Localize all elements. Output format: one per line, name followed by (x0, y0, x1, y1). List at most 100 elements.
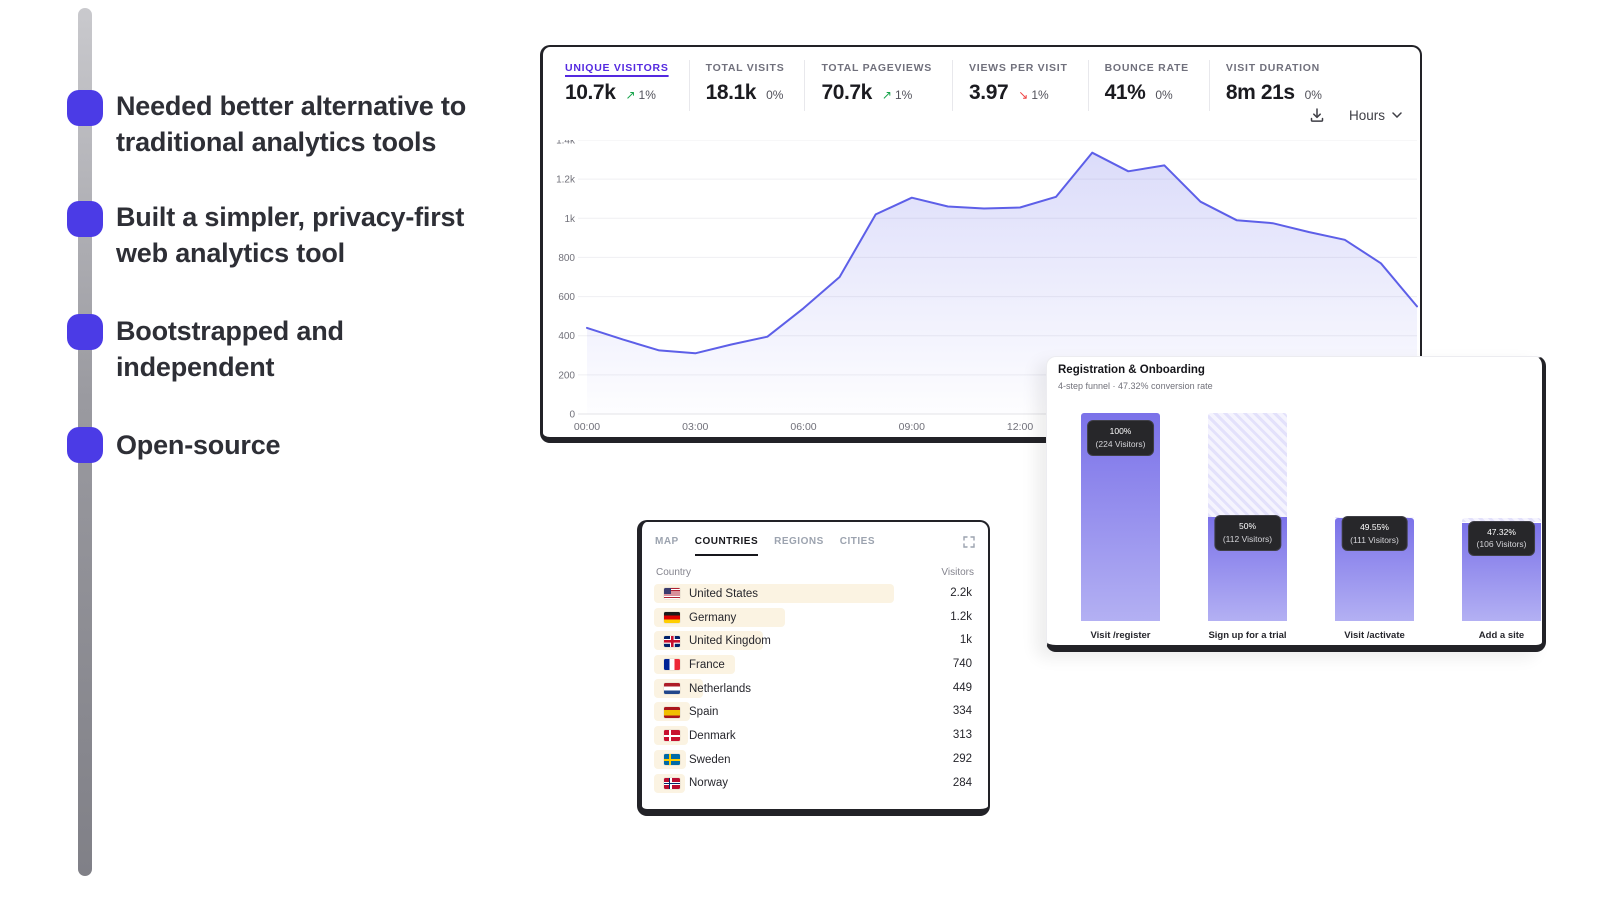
metric-label: TOTAL PAGEVIEWS (821, 62, 933, 74)
funnel-visitors: (106 Visitors) (1476, 539, 1527, 550)
funnel-card: Registration & Onboarding 4-step funnel … (1046, 356, 1546, 652)
tab-map[interactable]: MAP (655, 536, 679, 547)
geo-tabs: MAP COUNTRIES REGIONS CITIES (655, 536, 875, 556)
svg-text:12:00: 12:00 (1007, 421, 1033, 433)
metric-delta-value: 0% (766, 88, 784, 102)
country-row-norway[interactable]: Norway 284 (654, 772, 974, 796)
metric-delta-value: 1% (1031, 88, 1049, 102)
funnel-step-label: Add a site (1478, 630, 1525, 641)
country-name: Netherlands (689, 682, 752, 695)
funnel-value-chip: 50% (112 Visitors) (1213, 515, 1282, 551)
funnel-step-visit-register: 100% (224 Visitors) Visit /register (1081, 357, 1160, 653)
interval-dropdown[interactable]: Hours (1349, 108, 1402, 123)
trend-up-icon: ↗ (881, 88, 892, 102)
funnel-visitors: (112 Visitors) (1222, 533, 1273, 544)
country-visitors: 292 (952, 752, 972, 765)
funnel-visitors: (224 Visitors) (1095, 438, 1146, 449)
metric-delta: ↗ 1% (625, 88, 655, 102)
country-row-united-states[interactable]: United States 2.2k (654, 582, 974, 606)
trend-up-icon: ↗ (625, 88, 636, 102)
funnel-percent: 47.32% (1487, 526, 1516, 537)
country-name: United Kingdom (689, 635, 771, 648)
country-row-sweden[interactable]: Sweden 292 (654, 748, 974, 772)
funnel-visitors: (111 Visitors) (1350, 534, 1399, 545)
svg-text:00:00: 00:00 (574, 421, 600, 433)
svg-text:09:00: 09:00 (899, 421, 925, 433)
funnel-step-add-a-site: 47.32% (106 Visitors) Add a site (1462, 357, 1541, 653)
metric-total-pageviews[interactable]: TOTAL PAGEVIEWS 70.7k ↗ 1% (805, 60, 954, 111)
funnel-step-label: Visit /activate (1344, 630, 1405, 641)
country-visitors: 284 (952, 776, 972, 789)
metric-label: VISIT DURATION (1225, 62, 1321, 74)
svg-text:1k: 1k (564, 214, 576, 225)
svg-text:200: 200 (558, 370, 575, 381)
flag-no-icon (664, 777, 680, 789)
country-row-france[interactable]: France 740 (654, 653, 974, 677)
metric-delta-value: 0% (1304, 88, 1322, 102)
funnel-step-sign-up-for-a-trial: 50% (112 Visitors) Sign up for a trial (1208, 357, 1287, 653)
country-row-united-kingdom[interactable]: United Kingdom 1k (654, 629, 974, 653)
flag-de-icon (664, 612, 680, 624)
expand-icon[interactable] (963, 536, 975, 548)
bullet-item-bootstrapped-and: Bootstrapped and independent (116, 316, 344, 382)
tab-cities[interactable]: CITIES (839, 536, 875, 547)
bullet-item-built-a-simpler-privacy-first: Built a simpler, privacy-first web analy… (116, 202, 465, 268)
bullet-item-needed-better-alternative-to: Needed better alternative to traditional… (116, 91, 467, 157)
download-icon[interactable] (1309, 107, 1325, 123)
country-name: Germany (689, 611, 737, 624)
interval-label: Hours (1348, 107, 1385, 123)
metric-bounce-rate[interactable]: BOUNCE RATE 41% 0% (1089, 60, 1210, 111)
countries-list: United States 2.2k Germany 1.2k United Kingd… (654, 582, 974, 795)
metric-delta: 0% (1155, 88, 1172, 102)
trend-down-icon: ↘ (1018, 88, 1029, 102)
svg-text:800: 800 (558, 253, 575, 264)
country-visitors: 334 (952, 705, 972, 718)
metric-visit-duration[interactable]: VISIT DURATION 8m 21s 0% (1210, 60, 1342, 111)
metric-delta-value: 1% (894, 88, 913, 102)
metric-delta: 0% (766, 88, 783, 102)
svg-text:1.4k: 1.4k (556, 140, 576, 147)
metric-total-visits[interactable]: TOTAL VISITS 18.1k 0% (690, 60, 806, 111)
column-country: Country (656, 567, 692, 578)
timeline-dot (67, 427, 103, 463)
metric-label: TOTAL VISITS (705, 62, 785, 74)
svg-text:600: 600 (558, 292, 575, 303)
metric-views-per-visit[interactable]: VIEWS PER VISIT 3.97 ↘ 1% (953, 60, 1089, 111)
timeline-dot (67, 90, 103, 126)
country-name: Sweden (689, 753, 731, 766)
funnel-value-chip: 47.32% (106 Visitors) (1467, 520, 1536, 557)
funnel-value-chip: 49.55% (111 Visitors) (1341, 515, 1408, 552)
tab-countries[interactable]: COUNTRIES (694, 536, 759, 556)
country-visitors: 2.2k (950, 587, 972, 599)
country-row-germany[interactable]: Germany 1.2k (654, 606, 974, 630)
svg-text:1.2k: 1.2k (556, 175, 576, 186)
country-row-denmark[interactable]: Denmark 313 (654, 724, 974, 748)
flag-gb-icon (664, 635, 680, 647)
metric-unique-visitors[interactable]: UNIQUE VISITORS 10.7k ↗ 1% (563, 60, 690, 111)
metric-value: 41% (1104, 81, 1146, 104)
country-name: Denmark (689, 729, 736, 742)
funnel-dropoff-area (1462, 517, 1541, 523)
chevron-down-icon (1392, 112, 1402, 118)
country-name: France (689, 658, 725, 671)
country-row-spain[interactable]: Spain 334 (654, 700, 974, 724)
flag-se-icon (664, 754, 680, 766)
metric-label: VIEWS PER VISIT (969, 62, 1068, 74)
countries-card: MAP COUNTRIES REGIONS CITIES Country Visito… (637, 520, 990, 816)
country-row-netherlands[interactable]: Netherlands 449 (654, 677, 974, 701)
metric-value: 3.97 (969, 81, 1009, 104)
metric-value: 70.7k (821, 81, 872, 104)
country-name: Norway (689, 777, 728, 790)
chart-controls: Hours (1309, 107, 1402, 123)
metric-value: 8m 21s (1225, 81, 1295, 104)
metric-delta: 0% (1305, 88, 1322, 102)
country-value-bar (654, 584, 894, 603)
funnel-percent: 49.55% (1360, 521, 1389, 532)
country-visitors: 313 (952, 729, 972, 742)
funnel-value-chip: 100% (224 Visitors) (1086, 420, 1155, 456)
country-visitors: 1.2k (950, 610, 972, 623)
country-name: United States (689, 587, 759, 600)
svg-text:400: 400 (558, 331, 575, 342)
tab-regions[interactable]: REGIONS (774, 536, 824, 547)
